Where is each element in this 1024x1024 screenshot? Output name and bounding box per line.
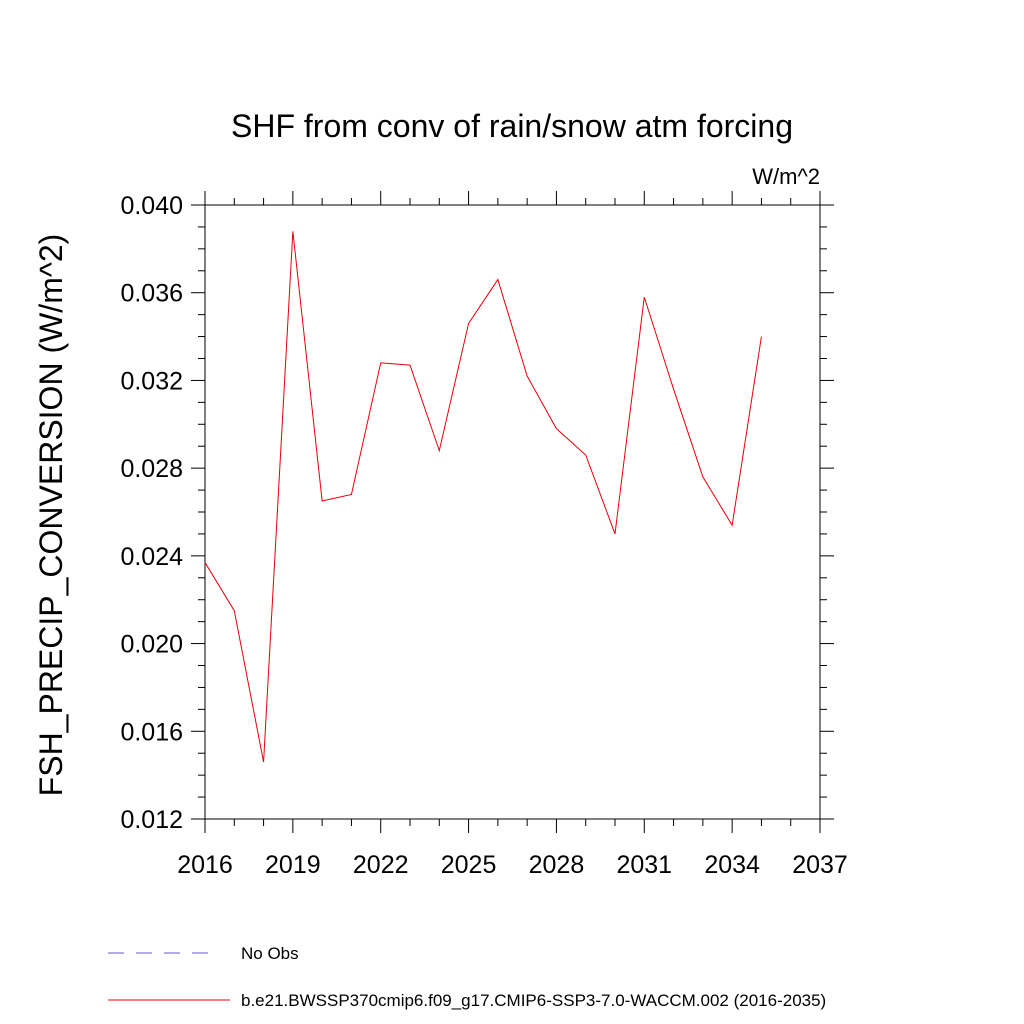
x-tick-label: 2034 [704, 851, 760, 879]
y-tick-label: 0.020 [120, 631, 183, 659]
y-tick-label: 0.024 [120, 543, 183, 571]
x-tick-label: 2025 [441, 851, 497, 879]
y-tick-label: 0.036 [120, 280, 183, 308]
chart-title: SHF from conv of rain/snow atm forcing [231, 108, 793, 144]
y-tick-label: 0.032 [120, 367, 183, 395]
y-tick-label: 0.012 [120, 806, 183, 834]
legend-label-model-run: b.e21.BWSSP370cmip6.f09_g17.CMIP6-SSP3-7… [241, 991, 826, 1010]
series-line [204, 231, 762, 763]
y-tick-label: 0.028 [120, 455, 183, 483]
x-tick-label: 2037 [792, 851, 848, 879]
x-tick-label: 2031 [616, 851, 672, 879]
plot-frame [204, 204, 821, 820]
legend: No Obs b.e21.BWSSP370cmip6.f09_g17.CMIP6… [108, 944, 826, 1010]
y-tick-label: 0.040 [120, 192, 183, 220]
axis-ticks [191, 191, 834, 833]
legend-label-no-obs: No Obs [241, 944, 299, 963]
x-tick-label: 2019 [265, 851, 321, 879]
y-axis-label: FSH_PRECIP_CONVERSION (W/m^2) [33, 234, 69, 797]
axis-tick-labels: 2016 2019 2022 2025 2028 2031 2034 2037 0.012 0.0… [120, 192, 847, 879]
x-tick-label: 2028 [529, 851, 585, 879]
x-tick-label: 2022 [353, 851, 409, 879]
chart-units: W/m^2 [752, 164, 820, 189]
y-tick-label: 0.016 [120, 718, 183, 746]
series-layer [204, 231, 762, 763]
x-tick-label: 2016 [177, 851, 233, 879]
